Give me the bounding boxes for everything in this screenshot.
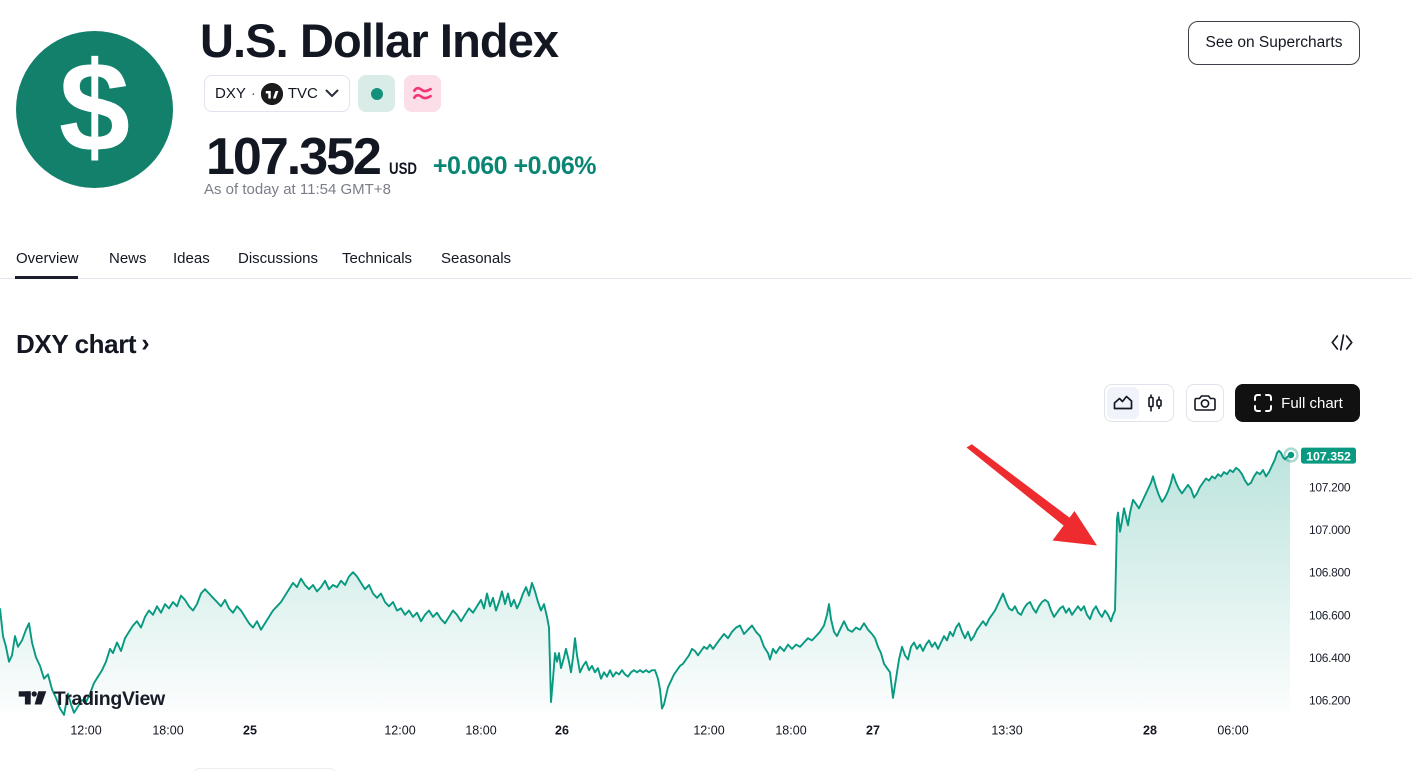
svg-text:106.400: 106.400 [1309,651,1351,665]
svg-text:106.800: 106.800 [1309,566,1351,580]
svg-text:TradingView: TradingView [54,688,166,710]
svg-text:06:00: 06:00 [1217,724,1248,738]
svg-text:26: 26 [555,724,569,738]
svg-text:28: 28 [1143,724,1157,738]
svg-text:12:00: 12:00 [70,724,101,738]
svg-text:13:30: 13:30 [991,724,1022,738]
svg-text:107.352: 107.352 [1306,449,1351,463]
svg-text:107.000: 107.000 [1309,523,1351,537]
svg-text:107.200: 107.200 [1309,481,1351,495]
svg-text:27: 27 [866,724,880,738]
svg-text:25: 25 [243,724,257,738]
svg-text:18:00: 18:00 [152,724,183,738]
svg-text:106.200: 106.200 [1309,694,1351,708]
svg-text:106.600: 106.600 [1309,608,1351,622]
svg-text:12:00: 12:00 [384,724,415,738]
svg-text:18:00: 18:00 [775,724,806,738]
svg-text:18:00: 18:00 [465,724,496,738]
svg-text:12:00: 12:00 [693,724,724,738]
